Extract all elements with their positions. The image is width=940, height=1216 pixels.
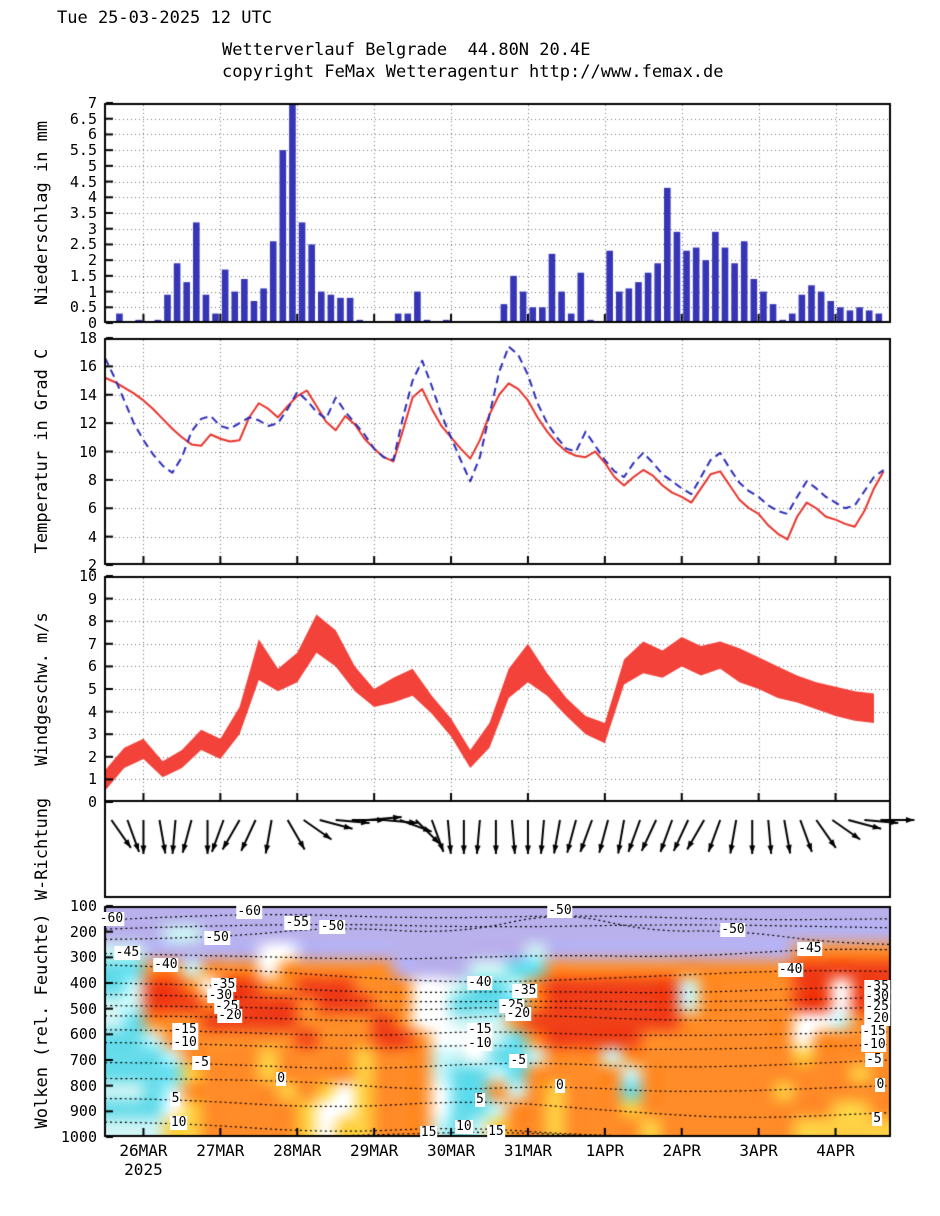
y-axis-title-temperature: Temperatur in Grad C [32,348,52,554]
chart-title: Wetterverlauf Belgrade 44.80N 20.4E [222,40,591,60]
y-axis-title-wind-direction: W-Richtung [32,797,52,901]
run-datetime: Tue 25-03-2025 12 UTC [57,8,272,28]
y-axis-title-wind-speed: Windgeschw. m/s [32,612,52,766]
y-axis-title-clouds: Wolken (rel. Feuchte) [32,913,52,1129]
copyright-line: copyright FeMax Wetteragentur http://www… [222,62,724,82]
y-axis-title-precipitation: Niederschlag in mm [32,120,52,306]
